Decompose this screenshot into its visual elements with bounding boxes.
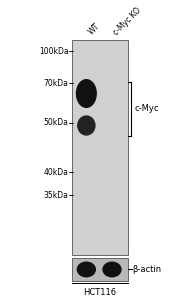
Ellipse shape [78, 116, 95, 135]
Text: 70kDa: 70kDa [44, 79, 68, 88]
Ellipse shape [77, 262, 95, 277]
Text: β-actin: β-actin [133, 265, 162, 274]
FancyBboxPatch shape [72, 40, 128, 255]
Text: c-Myc KO: c-Myc KO [112, 6, 143, 37]
Ellipse shape [103, 262, 121, 277]
Text: 40kDa: 40kDa [44, 167, 68, 176]
Text: WT: WT [86, 22, 101, 37]
Text: 35kDa: 35kDa [44, 191, 68, 200]
Text: 100kDa: 100kDa [39, 47, 68, 56]
Text: HCT116: HCT116 [83, 287, 117, 296]
Text: 50kDa: 50kDa [44, 118, 68, 127]
FancyBboxPatch shape [72, 258, 128, 281]
Text: c-Myc: c-Myc [134, 104, 159, 113]
Ellipse shape [77, 80, 96, 107]
